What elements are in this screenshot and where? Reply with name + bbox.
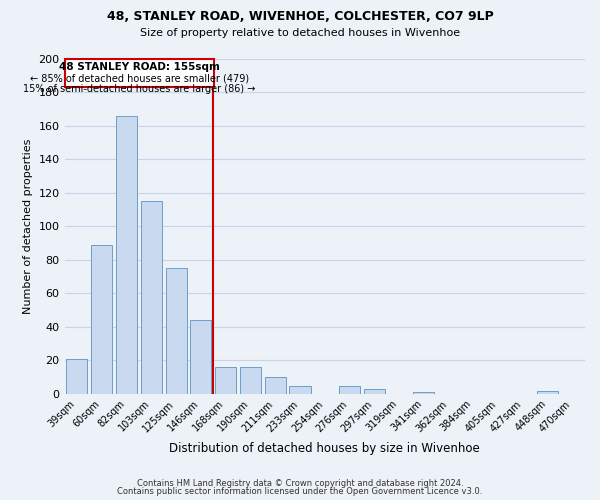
- Bar: [67, 358, 88, 394]
- Bar: [339, 386, 360, 394]
- Text: 15% of semi-detached houses are larger (86) →: 15% of semi-detached houses are larger (…: [23, 84, 256, 94]
- Text: ← 85% of detached houses are smaller (479): ← 85% of detached houses are smaller (47…: [29, 73, 248, 83]
- Bar: [215, 367, 236, 394]
- Text: Contains public sector information licensed under the Open Government Licence v3: Contains public sector information licen…: [118, 487, 482, 496]
- Bar: [413, 392, 434, 394]
- Text: Size of property relative to detached houses in Wivenhoe: Size of property relative to detached ho…: [140, 28, 460, 38]
- Bar: [141, 202, 162, 394]
- Bar: [289, 386, 311, 394]
- Bar: [364, 389, 385, 394]
- Bar: [265, 377, 286, 394]
- Bar: [116, 116, 137, 394]
- Bar: [166, 268, 187, 394]
- Text: 48 STANLEY ROAD: 155sqm: 48 STANLEY ROAD: 155sqm: [59, 62, 220, 72]
- FancyBboxPatch shape: [65, 59, 214, 88]
- X-axis label: Distribution of detached houses by size in Wivenhoe: Distribution of detached houses by size …: [169, 442, 480, 455]
- Bar: [91, 245, 112, 394]
- Text: 48, STANLEY ROAD, WIVENHOE, COLCHESTER, CO7 9LP: 48, STANLEY ROAD, WIVENHOE, COLCHESTER, …: [107, 10, 493, 23]
- Text: Contains HM Land Registry data © Crown copyright and database right 2024.: Contains HM Land Registry data © Crown c…: [137, 478, 463, 488]
- Bar: [240, 367, 261, 394]
- Y-axis label: Number of detached properties: Number of detached properties: [23, 139, 33, 314]
- Bar: [537, 390, 559, 394]
- Bar: [190, 320, 211, 394]
